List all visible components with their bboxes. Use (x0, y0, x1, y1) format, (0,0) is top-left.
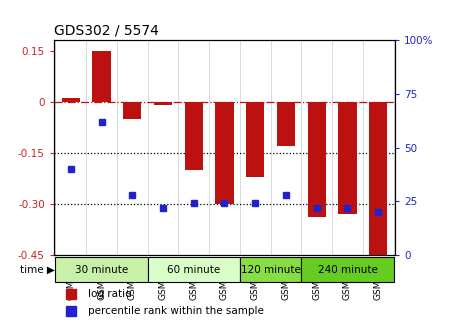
Bar (123, 101, 141, 119)
Text: 120 minute: 120 minute (241, 265, 300, 275)
Bar (92, 50, 111, 101)
Bar (154, 101, 172, 105)
Text: 30 minute: 30 minute (75, 265, 128, 275)
Text: percentile rank within the sample: percentile rank within the sample (88, 306, 264, 316)
Text: 60 minute: 60 minute (167, 265, 220, 275)
Bar (308, 101, 326, 217)
Bar (185, 101, 203, 170)
Bar (338, 101, 357, 214)
Bar (215, 101, 234, 204)
Bar (246, 101, 264, 176)
Bar (301, 257, 394, 283)
Bar (369, 101, 387, 262)
Text: GDS302 / 5574: GDS302 / 5574 (54, 24, 159, 38)
Bar (148, 257, 240, 283)
Bar (62, 98, 80, 101)
Text: time ▶: time ▶ (20, 265, 54, 275)
Text: log ratio: log ratio (88, 290, 132, 299)
Bar (55, 257, 148, 283)
Bar (277, 101, 295, 146)
Text: 240 minute: 240 minute (317, 265, 378, 275)
Bar (240, 257, 301, 283)
